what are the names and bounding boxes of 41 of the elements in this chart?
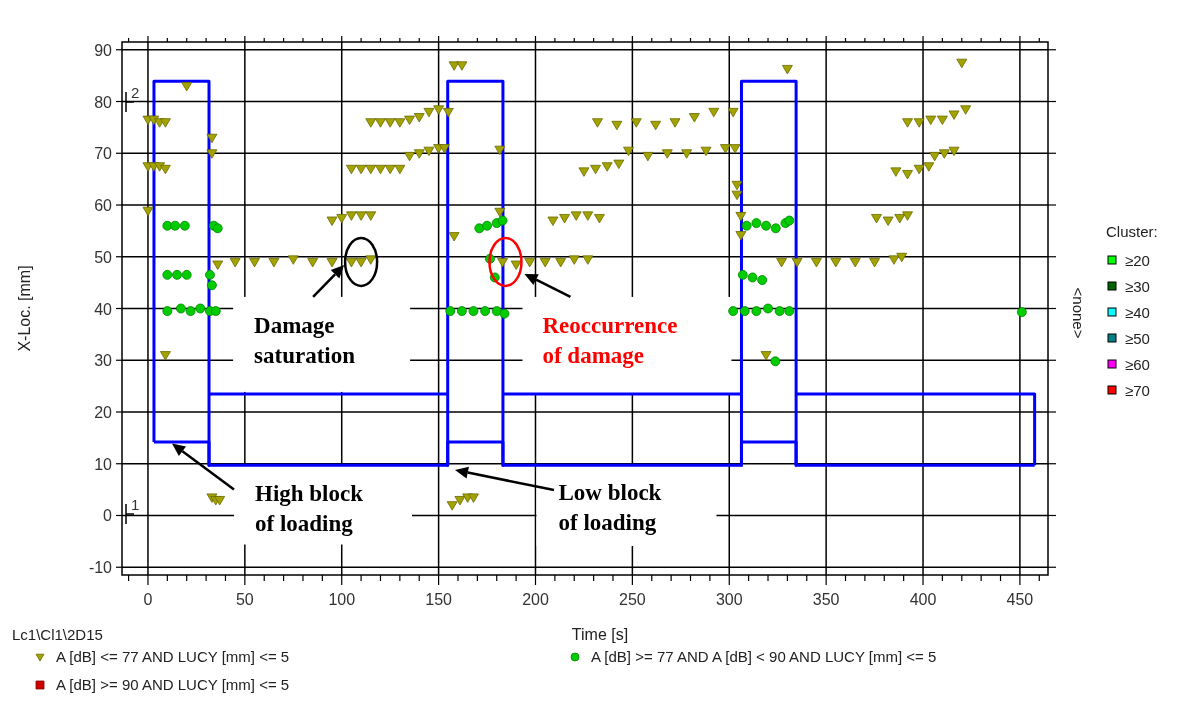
x-tick-label: 0 [143,591,153,608]
y-tick-label: 80 [94,93,113,111]
text: ≥50 [1125,330,1150,347]
x-tick-label: 300 [715,591,743,608]
y-tick-label: 20 [94,404,113,421]
x-tick-label: 450 [1006,591,1034,608]
text: Lc1\Cl1\2D15 [12,626,103,643]
x-tick-label: 250 [619,591,646,608]
annotation: High block of loading [255,480,364,536]
y-tick-label: 10 [94,455,113,473]
text: ≥30 [1125,278,1150,295]
y-tick-label: 70 [94,145,113,163]
text: Cluster: [1106,223,1158,240]
x-tick-label: 200 [522,591,549,608]
y-tick-label: -10 [88,559,113,577]
text: ≥60 [1125,356,1150,373]
x-tick-label: 100 [328,591,356,608]
x-tick-label: 150 [425,591,453,608]
annotation: Low block of loading [558,480,662,535]
x-tick-label: 400 [909,591,937,608]
y-tick-label: 0 [103,507,113,525]
y-tick-label: 50 [94,248,113,266]
y-tick-label: 30 [94,352,113,370]
x-tick-label: 50 [235,591,254,608]
x-tick-label: 350 [812,591,840,608]
y-tick-label: 90 [94,41,113,59]
annotation: 1 [131,496,140,513]
legend-label: A [dB] >= 90 AND LUCY [mm] <= 5 [56,676,290,693]
annotation: Reoccurrence of damage [542,312,678,368]
y-axis-title: X-Loc. [mm] [16,265,33,352]
text: ≥70 [1125,382,1150,399]
legend-label: A [dB] <= 77 AND LUCY [mm] <= 5 [56,648,290,665]
legend-label: A [dB] >= 77 AND A [dB] < 90 AND LUCY [mm] <= 5 [591,648,937,665]
text: ≥40 [1125,304,1150,321]
x-axis-title: Time [s] [571,626,629,643]
y-tick-label: 40 [94,300,113,318]
text: ≥20 [1125,252,1150,269]
annotation: 2 [131,84,140,101]
text: <none> [1070,287,1087,339]
annotation: Damage saturation [254,312,356,368]
y-tick-label: 60 [94,197,113,214]
